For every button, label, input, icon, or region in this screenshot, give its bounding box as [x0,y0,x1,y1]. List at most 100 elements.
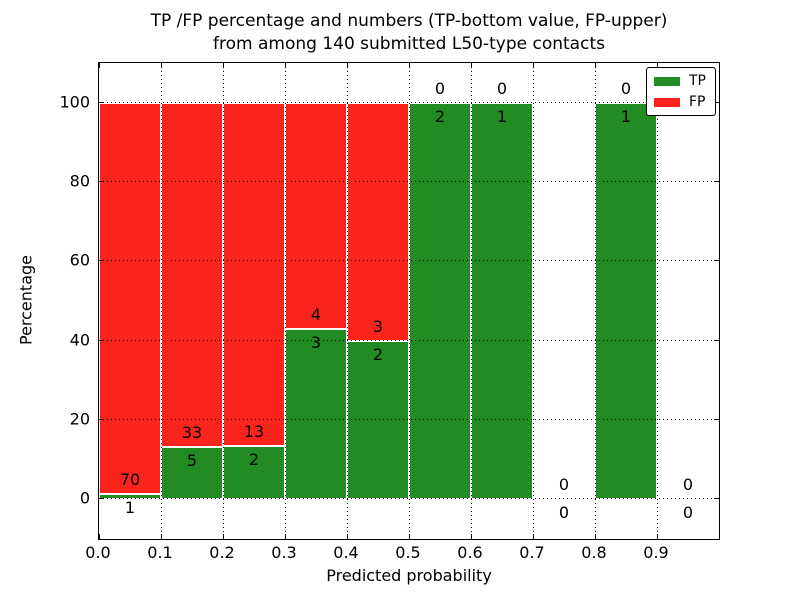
horizontal-gridline [99,339,719,341]
fp-count-label: 33 [181,423,203,443]
x-tick-label: 0.8 [581,543,607,562]
vertical-gridline [471,63,472,539]
tp-count-label: 2 [434,106,446,126]
x-tick-mark [595,534,596,539]
chart-title-line1: TP /FP percentage and numbers (TP-bottom… [150,11,668,31]
y-tick-mark-right [714,101,719,103]
y-tick-label: 0 [79,488,90,508]
tp-bar-segment [223,446,285,500]
legend-label-tp: TP [689,73,706,89]
tp-color-swatch [654,76,680,86]
x-tick-mark [347,534,348,539]
tp-count-label: 5 [186,451,198,471]
x-tick-mark-top [223,63,224,68]
x-tick-mark [285,534,286,539]
vertical-gridline [657,63,658,539]
vertical-gridline [533,63,534,539]
y-tick-label: 80 [69,171,90,191]
x-tick-label: 0.4 [333,543,359,562]
y-tick-mark-right [714,498,719,500]
vertical-gridline [595,63,596,539]
tp-count-label: 1 [124,497,136,517]
tp-count-label: 2 [248,450,260,470]
x-tick-mark-top [657,63,658,68]
tp-bar-segment [285,329,347,500]
legend-entry-fp: FP [654,95,706,109]
fp-bar-segment [161,102,223,448]
legend-label-fp: FP [689,94,706,110]
y-tick-mark [99,181,104,182]
horizontal-gridline [99,498,719,500]
chart-title: TP /FP percentage and numbers (TP-bottom… [99,10,719,56]
y-tick-mark-right [714,339,719,341]
tp-bar-segment [595,102,657,500]
y-tick-mark-right [714,260,719,262]
fp-bar-segment [99,102,161,494]
vertical-gridline [409,63,410,539]
fp-count-label: 0 [558,475,570,495]
tp-bar-segment [471,102,533,500]
y-tick-mark-right [714,419,719,420]
tp-count-label: 3 [310,333,322,353]
x-tick-label: 0.5 [395,543,421,562]
plot-area: 70 1 33 5 13 2 4 3 3 2 0 2 0 1 0 0 0 1 0 0 [98,62,720,540]
fp-count-label: 0 [496,78,508,98]
fp-color-swatch [654,97,680,107]
y-tick-mark [99,498,104,500]
tp-count-label: 1 [496,106,508,126]
x-tick-mark [223,534,224,539]
y-axis-label: Percentage [16,254,36,346]
x-tick-label: 0.0 [85,543,111,562]
y-tick-label: 60 [69,250,90,270]
x-tick-mark [657,534,658,539]
y-tick-mark [99,339,104,341]
horizontal-gridline [99,260,719,262]
y-tick-mark [99,419,104,420]
x-tick-mark-top [161,63,162,68]
y-tick-label: 20 [69,409,90,429]
fp-bar-segment [223,102,285,447]
x-tick-mark-top [347,63,348,68]
x-tick-mark [409,534,410,539]
fp-count-label: 0 [682,475,694,495]
tp-count-label: 0 [682,503,694,523]
x-tick-mark [99,534,100,539]
x-tick-mark [161,534,162,539]
x-tick-mark-top [285,63,286,68]
x-tick-mark [533,534,534,539]
x-tick-label: 0.3 [271,543,297,562]
vertical-gridline [223,63,224,539]
horizontal-gridline [99,101,719,103]
tp-count-label: 1 [620,106,632,126]
x-tick-mark-top [409,63,410,68]
x-tick-mark-top [533,63,534,68]
y-tick-label: 100 [59,92,90,112]
vertical-gridline [161,63,162,539]
x-tick-mark [471,534,472,539]
x-tick-label: 0.9 [643,543,669,562]
x-tick-label: 0.6 [457,543,483,562]
vertical-gridline [347,63,348,539]
fp-count-label: 3 [372,316,384,336]
fp-count-label: 4 [310,305,322,325]
legend-entry-tp: TP [654,74,706,88]
fp-count-label: 0 [620,78,632,98]
x-axis-label: Predicted probability [326,566,492,585]
horizontal-gridline [99,181,719,182]
fp-count-label: 70 [119,469,141,489]
horizontal-gridline [99,419,719,420]
y-tick-mark-right [714,181,719,182]
x-tick-mark-top [595,63,596,68]
vertical-gridline [285,63,286,539]
tp-count-label: 2 [372,344,384,364]
x-tick-mark [719,534,720,539]
fp-bar-segment [347,102,409,341]
y-tick-mark [99,260,104,262]
x-tick-mark-top [471,63,472,68]
x-tick-label: 0.1 [147,543,173,562]
x-tick-label: 0.7 [519,543,545,562]
tp-count-label: 0 [558,503,570,523]
fp-count-label: 13 [243,422,265,442]
fp-bar-segment [285,102,347,330]
